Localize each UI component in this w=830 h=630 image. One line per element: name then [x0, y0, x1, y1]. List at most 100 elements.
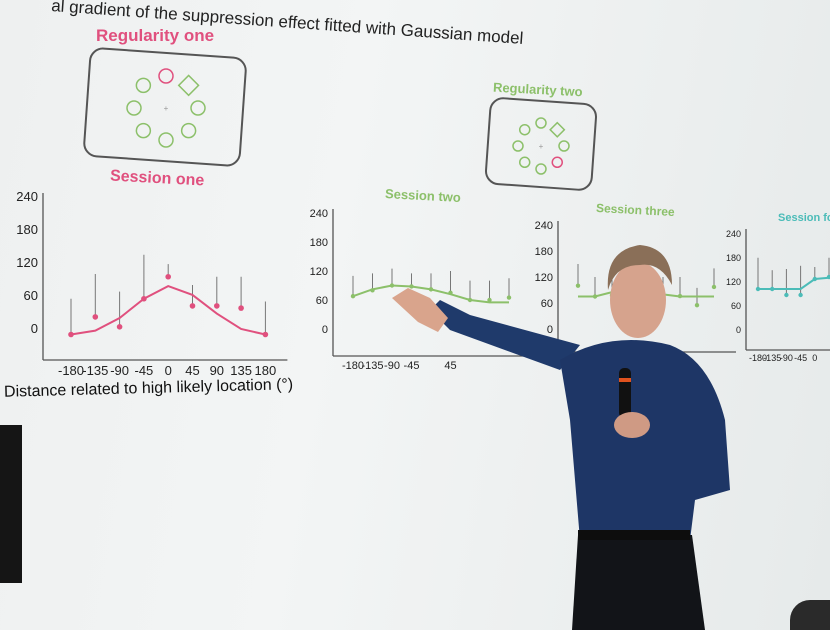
y-tick-label: 120: [726, 277, 741, 287]
circle-icon: [190, 100, 206, 116]
presenter-head: [610, 262, 666, 338]
x-tick-label: -180: [342, 360, 364, 372]
circle-icon: [512, 140, 524, 152]
circle-icon: [135, 122, 152, 139]
circle-icon: [558, 140, 570, 152]
x-tick-label: -90: [110, 363, 129, 378]
fit-curve: [70, 285, 266, 336]
x-tick-label: -90: [780, 353, 793, 363]
data-point: [409, 284, 414, 289]
x-tick-label: 90: [210, 363, 224, 378]
regularity-one-label: Regularity one: [96, 26, 215, 45]
y-tick-label: 240: [16, 189, 38, 204]
y-tick-label: 240: [310, 208, 328, 220]
y-tick-label: 0: [31, 321, 38, 336]
data-point: [575, 283, 581, 288]
data-point: [262, 331, 269, 338]
data-point: [68, 331, 74, 338]
circle-icon: [180, 122, 197, 139]
y-tick-label: 0: [736, 325, 741, 335]
circle-icon: [126, 100, 142, 116]
data-point: [238, 305, 244, 311]
x-tick-label: -45: [135, 363, 154, 378]
presenter-belt: [578, 530, 690, 540]
data-point: [116, 324, 123, 330]
y-tick-label: 60: [316, 295, 328, 307]
data-point: [487, 297, 492, 303]
data-point: [711, 284, 717, 290]
microphone-icon: [619, 368, 631, 418]
presenter-pants: [572, 535, 705, 630]
x-tick-label: 45: [444, 360, 456, 372]
target-circle-icon: [158, 68, 174, 84]
data-point: [798, 292, 803, 298]
data-point: [350, 293, 356, 299]
data-point: [677, 293, 683, 299]
x-tick-label: -90: [384, 360, 400, 372]
data-point: [755, 286, 761, 292]
data-point: [189, 303, 196, 309]
chart-title-session-four: Session fo: [778, 212, 830, 224]
presenter-arm: [430, 300, 580, 370]
microphone-band: [619, 378, 631, 382]
data-point: [92, 314, 99, 320]
x-tick-label: -135: [82, 363, 108, 378]
data-point: [448, 290, 453, 295]
data-point: [592, 294, 598, 299]
data-point: [770, 286, 775, 292]
fixation-cross-icon: +: [164, 104, 169, 113]
data-point: [467, 297, 473, 303]
x-tick-label: -135: [763, 353, 781, 363]
diamond-icon: [549, 121, 566, 138]
dark-object-corner: [790, 600, 830, 630]
x-tick-label: 45: [185, 363, 199, 378]
data-point: [214, 303, 220, 309]
data-point: [784, 292, 789, 298]
presenter-shirt: [560, 340, 730, 540]
y-tick-label: 180: [726, 253, 741, 263]
fit-curve: [758, 276, 830, 290]
y-tick-label: 0: [322, 324, 328, 336]
data-point: [389, 283, 395, 288]
x-tick-label: -180: [749, 353, 767, 363]
y-tick-label: 120: [535, 272, 553, 284]
y-tick-label: 60: [24, 288, 38, 303]
x-tick-label: -45: [794, 353, 807, 363]
presenter-hand: [392, 288, 448, 332]
x-tick-label: -135: [361, 360, 383, 372]
x-tick-label: 0: [812, 353, 817, 363]
target-circle-icon: [551, 156, 564, 169]
y-tick-label: 0: [547, 324, 553, 336]
y-tick-label: 60: [731, 301, 741, 311]
circle-icon: [135, 77, 152, 94]
data-point: [812, 276, 817, 282]
circle-icon: [535, 117, 547, 129]
x-tick-label: 180: [255, 363, 277, 378]
y-tick-label: 60: [541, 298, 553, 310]
circle-icon: [158, 132, 174, 148]
circle-icon: [518, 123, 531, 136]
y-tick-label: 180: [310, 237, 328, 249]
y-tick-label: 120: [310, 266, 328, 278]
x-tick-label: -180: [58, 363, 84, 378]
diamond-icon: [177, 74, 200, 97]
y-tick-label: 240: [726, 229, 741, 239]
data-point: [141, 295, 147, 302]
y-tick-label: 120: [16, 255, 38, 270]
presenter-left-hand: [614, 412, 650, 438]
data-point: [826, 274, 830, 280]
data-point: [370, 288, 375, 293]
data-point: [165, 273, 171, 280]
data-point: [506, 295, 512, 300]
data-point: [428, 287, 434, 292]
data-point: [694, 302, 700, 308]
y-tick-label: 180: [535, 246, 553, 258]
presenter-hair: [607, 245, 672, 290]
circle-icon: [518, 156, 531, 169]
x-tick-label: 0: [165, 363, 172, 378]
circle-icon: [535, 163, 547, 175]
fixation-cross-icon: +: [539, 142, 544, 151]
